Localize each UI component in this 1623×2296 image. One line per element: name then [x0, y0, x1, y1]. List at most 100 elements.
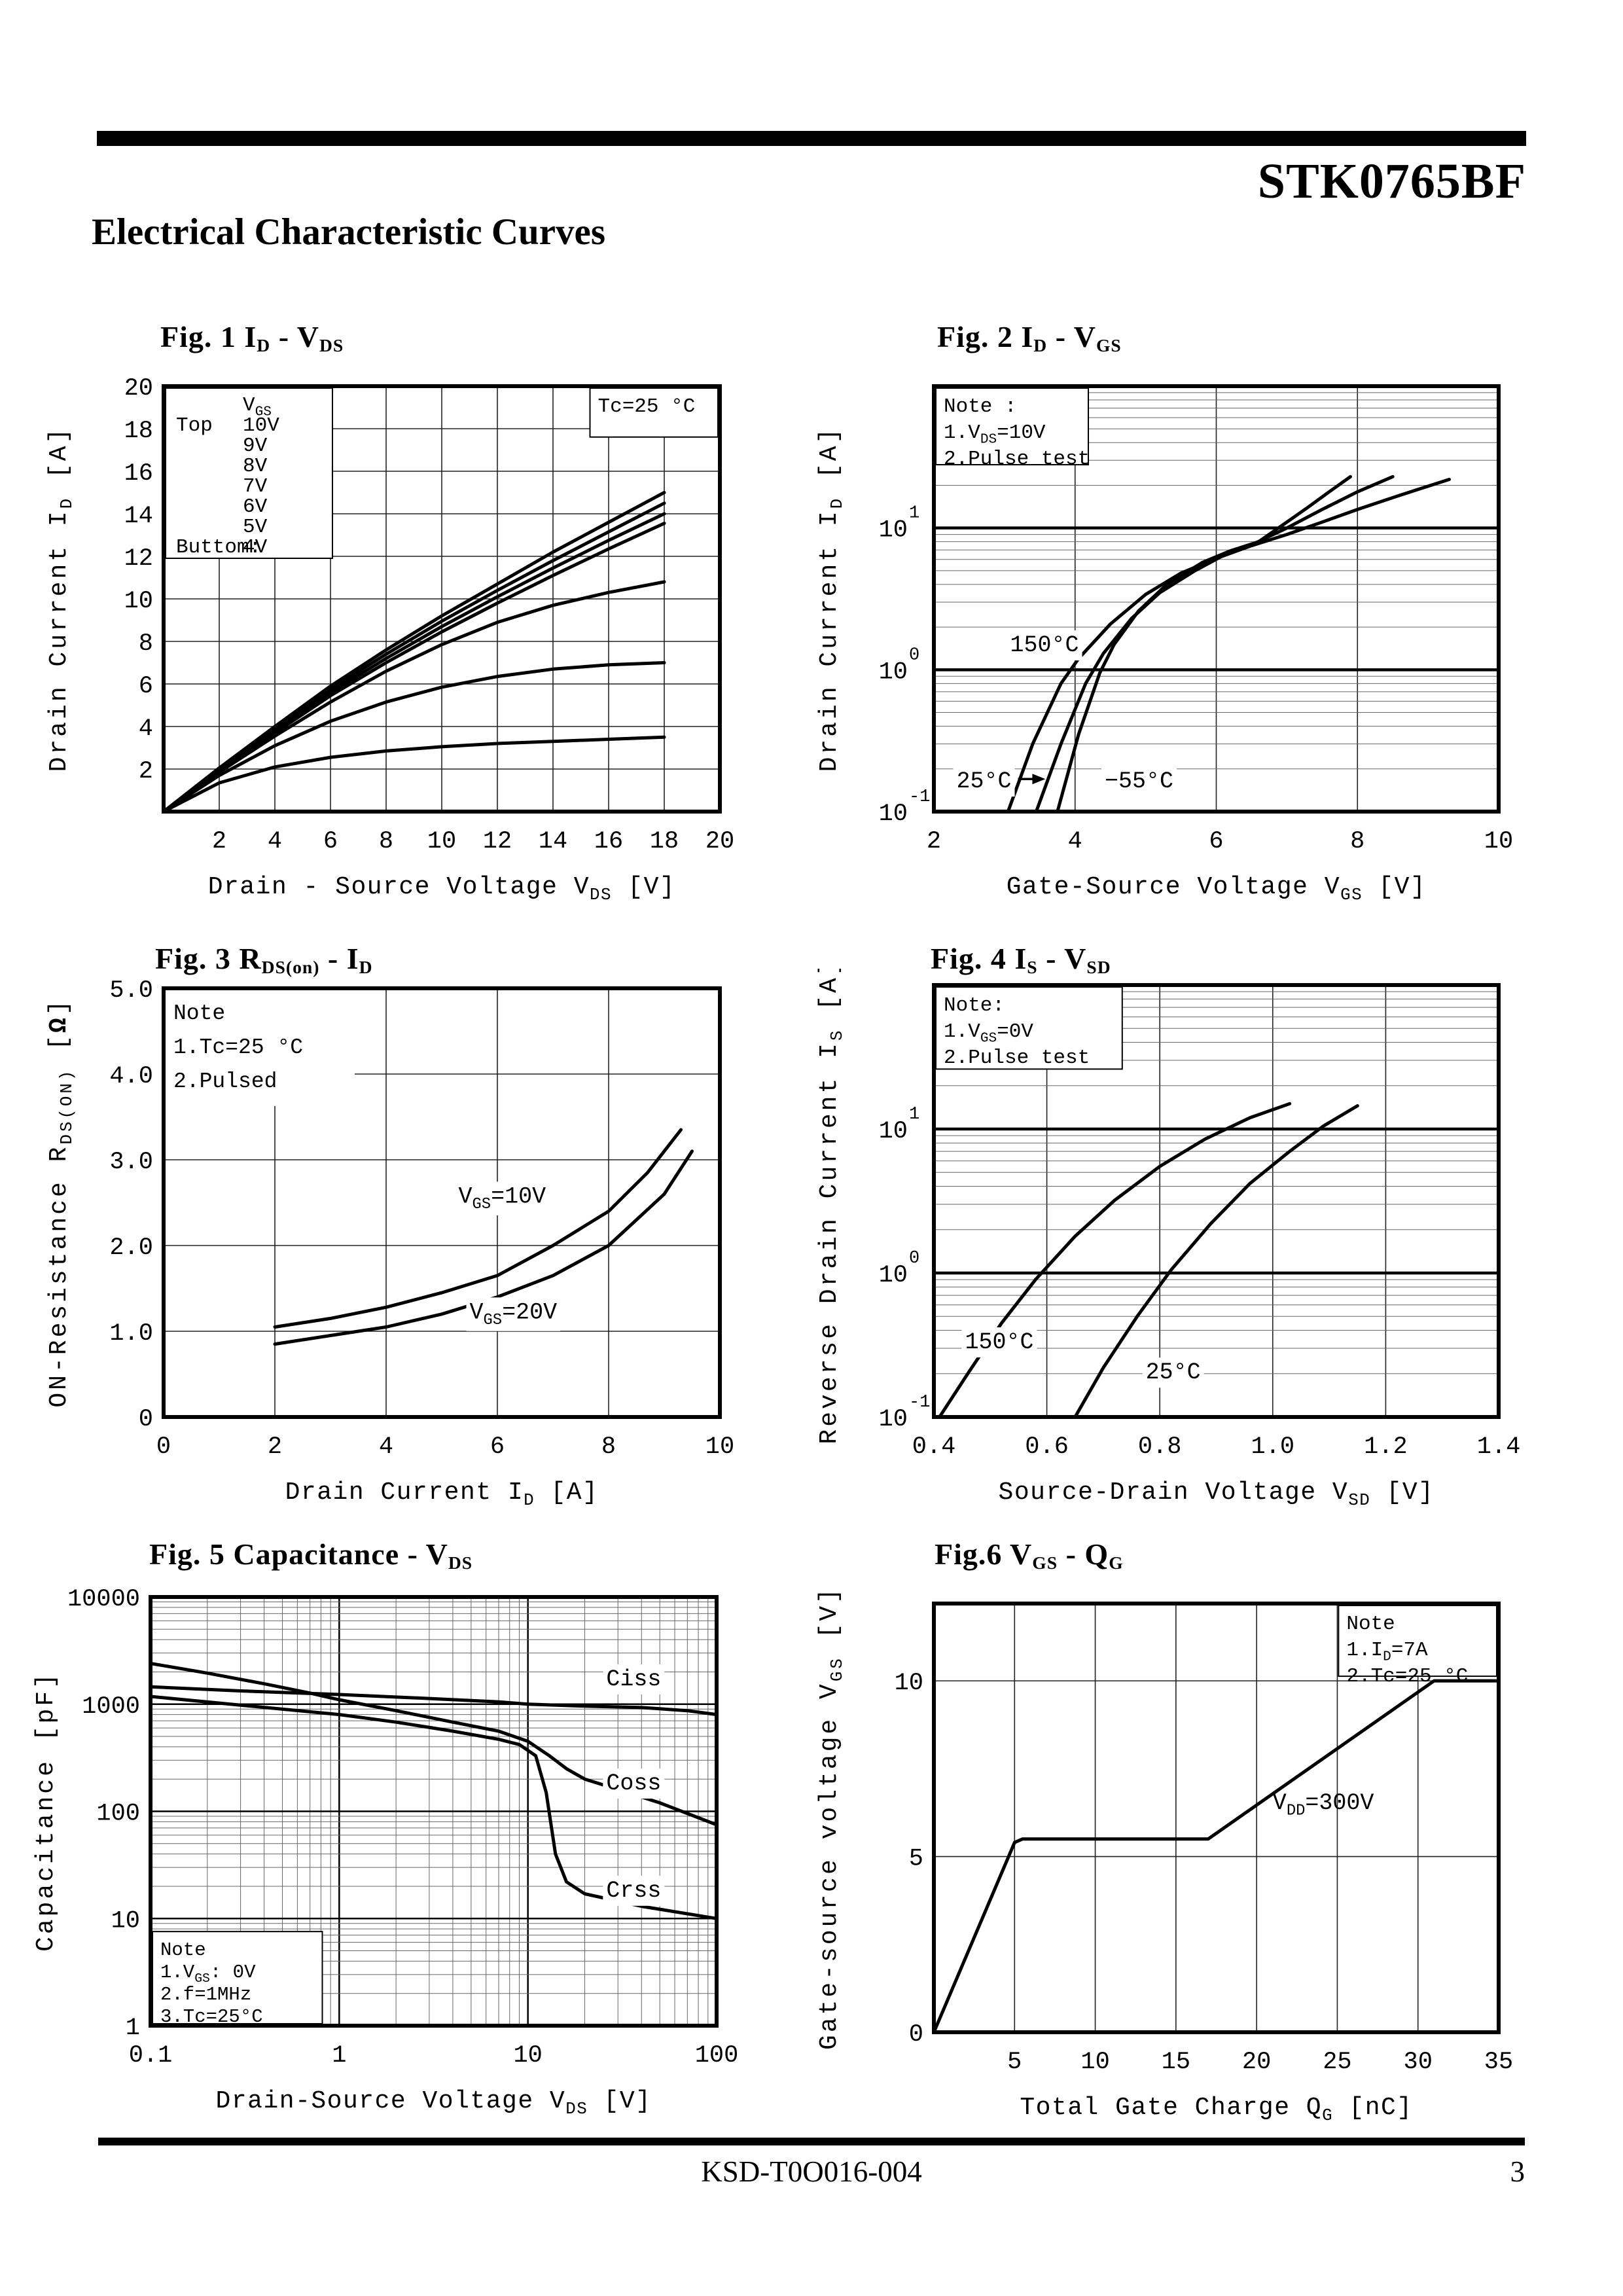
svg-text:VDD=300V: VDD=300V — [1273, 1790, 1374, 1820]
curve-label: VGS=10V — [455, 1181, 550, 1215]
curve-VGS=20V — [273, 1149, 694, 1346]
svg-text:2.f=1MHz: 2.f=1MHz — [160, 1984, 251, 2005]
svg-text:150°C: 150°C — [965, 1329, 1033, 1355]
svg-text:8: 8 — [601, 1433, 616, 1461]
svg-text:4V: 4V — [243, 536, 268, 559]
svg-text:25: 25 — [1323, 2049, 1351, 2076]
svg-text:18: 18 — [650, 828, 679, 855]
svg-text:1: 1 — [909, 504, 919, 524]
x-axis-title: Gate-Source Voltage VGS [V] — [1007, 873, 1427, 905]
y-axis-title: Capacitance [pF] — [32, 1671, 60, 1952]
svg-text:10000: 10000 — [67, 1586, 140, 1613]
svg-text:100: 100 — [695, 2042, 739, 2070]
series — [273, 1128, 694, 1346]
svg-text:10: 10 — [895, 1670, 923, 1697]
svg-text:14: 14 — [124, 503, 153, 530]
svg-text:2.Pulsed: 2.Pulsed — [173, 1069, 277, 1094]
svg-text:8V: 8V — [243, 455, 268, 478]
series — [162, 491, 666, 814]
svg-text:6: 6 — [1209, 828, 1223, 855]
curve-label: 150°C — [1007, 630, 1082, 661]
svg-text:0: 0 — [909, 2021, 923, 2049]
svg-text:1.0: 1.0 — [1251, 1433, 1294, 1461]
svg-text:6: 6 — [490, 1433, 505, 1461]
svg-text:0: 0 — [156, 1433, 171, 1461]
curve-label: 25°C — [953, 766, 1046, 797]
top-rule — [97, 131, 1526, 146]
series — [1006, 475, 1451, 814]
svg-text:9V: 9V — [243, 435, 268, 457]
note-box: Tc=25 °C — [589, 387, 719, 438]
svg-text:Ciss: Ciss — [606, 1666, 661, 1693]
svg-text:1000: 1000 — [82, 1693, 140, 1721]
svg-text:16: 16 — [594, 828, 623, 855]
svg-text:14: 14 — [539, 828, 567, 855]
grid — [934, 386, 1499, 812]
svg-text:10: 10 — [879, 517, 908, 545]
svg-text:7V: 7V — [243, 475, 268, 498]
svg-text:Crss: Crss — [606, 1878, 661, 1904]
svg-text:0.6: 0.6 — [1025, 1433, 1069, 1461]
svg-text:25°C: 25°C — [1146, 1359, 1201, 1386]
y-axis-title: Drain Current ID [A] — [815, 426, 847, 772]
svg-text:2: 2 — [139, 758, 153, 785]
svg-text:100: 100 — [96, 1801, 140, 1828]
svg-text:2.Tc=25 °C: 2.Tc=25 °C — [1346, 1665, 1468, 1688]
svg-text:4: 4 — [1068, 828, 1082, 855]
y-axis-title: Gate-source voltage VGS [V] — [815, 1586, 847, 2050]
svg-text:5.0: 5.0 — [109, 977, 153, 1005]
svg-text:10: 10 — [879, 1262, 908, 1289]
svg-text:15: 15 — [1162, 2049, 1190, 2076]
svg-text:0: 0 — [909, 1249, 919, 1268]
footer-doc-code: KSD-T0O016-004 — [701, 2155, 922, 2188]
curve-label: VGS=20V — [466, 1297, 561, 1331]
svg-text:20: 20 — [1242, 2049, 1271, 2076]
svg-text:2.Pulse test: 2.Pulse test — [944, 448, 1090, 471]
svg-text:Buttom:: Buttom: — [176, 536, 261, 559]
chart-fig3-rdson-id: Note 1.Tc=25 °C 2.Pulsed VGS=10V VGS=20V 0 2 4 6… — [45, 977, 734, 1510]
svg-text:6: 6 — [323, 828, 338, 855]
svg-text:1.ID=7A: 1.ID=7A — [1346, 1639, 1428, 1664]
tick-labels: 5 10 15 20 25 30 35 0 5 10 — [895, 1670, 1514, 2076]
y-axis-title: Reverse Drain Current IS [A] — [815, 969, 847, 1444]
svg-text:6V: 6V — [243, 495, 268, 518]
svg-text:10: 10 — [1080, 2049, 1109, 2076]
svg-text:30: 30 — [1404, 2049, 1433, 2076]
svg-text:5V: 5V — [243, 516, 268, 539]
svg-text:8: 8 — [379, 828, 393, 855]
svg-text:0: 0 — [909, 645, 919, 665]
svg-text:Note:: Note: — [944, 994, 1005, 1017]
svg-text:8: 8 — [1350, 828, 1364, 855]
svg-text:VGS: VGS — [243, 394, 272, 420]
svg-text:2: 2 — [268, 1433, 282, 1461]
svg-text:0.1: 0.1 — [129, 2042, 173, 2070]
svg-text:10: 10 — [427, 828, 456, 855]
curve-label: Crss — [603, 1875, 665, 1906]
svg-text:12: 12 — [124, 545, 153, 573]
series — [932, 1679, 1501, 2034]
svg-text:Tc=25 °C: Tc=25 °C — [598, 395, 696, 418]
y-axis-title: Drain Current ID [A] — [45, 426, 77, 772]
chart-fig4-is-vsd: Note: 1.VGS=0V2.Pulse test 150°C 25°C 0.4 0.6… — [815, 969, 1521, 1510]
curve-VGS — [932, 1679, 1501, 2034]
svg-text:10: 10 — [879, 800, 908, 828]
plot-frame — [162, 986, 722, 1419]
svg-text:10: 10 — [879, 1406, 908, 1433]
curve-label: Ciss — [603, 1664, 665, 1695]
svg-text:3.0: 3.0 — [109, 1149, 153, 1176]
svg-text:10: 10 — [705, 1433, 734, 1461]
svg-text:12: 12 — [483, 828, 512, 855]
svg-text:1.4: 1.4 — [1477, 1433, 1521, 1461]
svg-text:4: 4 — [139, 715, 153, 743]
y-axis-title: ON-Resistance RDS(ON) [Ω] — [45, 997, 77, 1407]
tick-labels: 0 2 4 6 8 10 0 1.0 2.0 3.0 4.0 5.0 — [109, 977, 734, 1461]
svg-text:Note: Note — [1346, 1613, 1395, 1636]
curve-label: VDD=300V — [1273, 1790, 1374, 1820]
